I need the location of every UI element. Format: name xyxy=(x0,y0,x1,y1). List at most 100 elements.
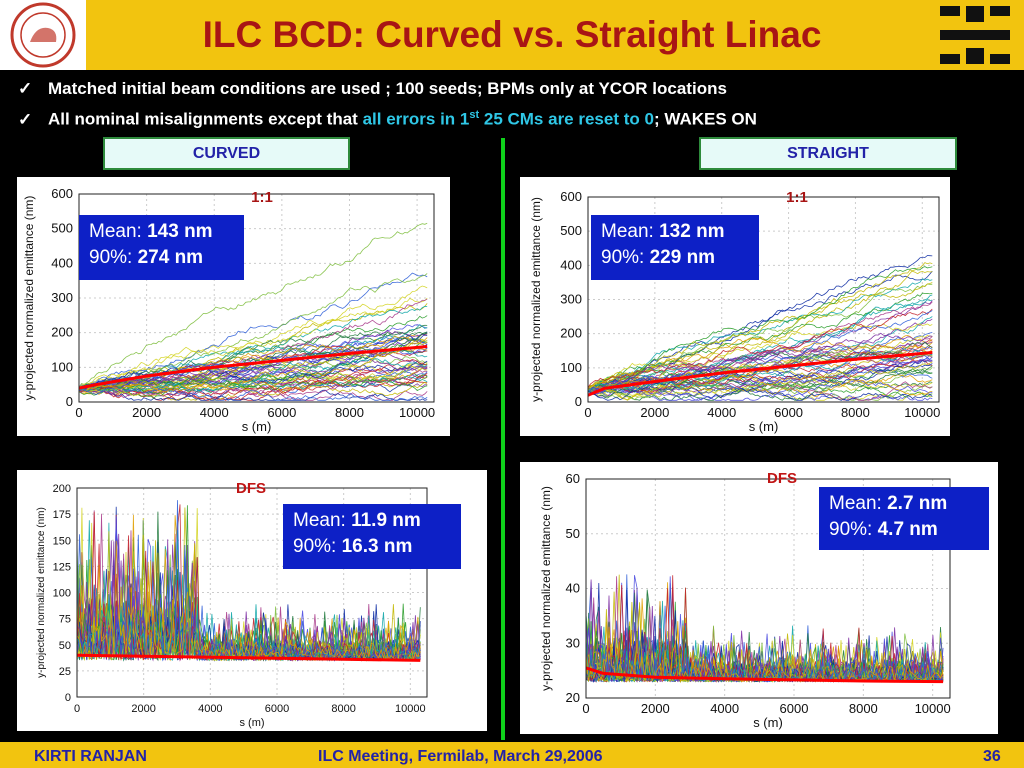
seed-trace xyxy=(78,376,428,395)
curved-header: CURVED xyxy=(103,137,350,170)
mean-emittance-line xyxy=(585,666,944,684)
y-tick-label: 400 xyxy=(560,257,582,272)
curved-dfs-stats: Mean: 11.9 nm 90%: 16.3 nm xyxy=(283,504,461,569)
panel-label: DFS xyxy=(767,470,797,487)
plot-frame xyxy=(585,478,951,699)
seed-trace xyxy=(587,379,933,400)
x-tick-label: 6000 xyxy=(774,405,803,420)
seed-trace xyxy=(78,335,428,391)
plot-frame xyxy=(587,196,940,403)
y-tick-label: 175 xyxy=(53,509,71,521)
footer-author: KIRTI RANJAN xyxy=(34,748,147,765)
y-tick-label: 75 xyxy=(59,614,71,626)
checkmark-icon: ✓ xyxy=(18,109,33,129)
curved-11-stats: Mean: 143 nm 90%: 274 nm xyxy=(79,215,244,280)
x-tick-label: 0 xyxy=(582,701,589,716)
divider-line xyxy=(501,138,505,740)
y-tick-label: 60 xyxy=(566,471,580,486)
panel-label: DFS xyxy=(236,480,266,497)
mean-emittance-line xyxy=(78,345,428,390)
y-tick-label: 600 xyxy=(51,186,73,201)
mean-emittance-line xyxy=(587,351,933,397)
seed-trace xyxy=(78,358,428,393)
x-axis-label: s (m) xyxy=(753,715,783,730)
x-tick-label: 8000 xyxy=(849,701,878,716)
seed-trace xyxy=(78,358,428,396)
seed-trace xyxy=(78,367,428,399)
y-axis-label: y-projected normalized emittance (nm) xyxy=(22,196,36,401)
seed-trace xyxy=(587,318,933,391)
y-tick-label: 300 xyxy=(560,292,582,307)
y-tick-label: 50 xyxy=(59,640,71,652)
seed-trace xyxy=(76,520,421,662)
x-axis-label: s (m) xyxy=(749,419,779,434)
seed-trace xyxy=(587,381,933,401)
seed-trace xyxy=(78,376,428,392)
seed-trace xyxy=(587,379,933,401)
seed-trace xyxy=(587,310,933,392)
seed-trace xyxy=(587,345,933,394)
y-tick-label: 300 xyxy=(51,290,73,305)
y-tick-label: 30 xyxy=(566,635,580,650)
x-tick-label: 2000 xyxy=(640,405,669,420)
y-axis-label: y-projected normalized emittance (nm) xyxy=(539,486,553,691)
plot-frame xyxy=(78,193,435,403)
fermilab-logo xyxy=(928,0,1024,70)
x-tick-label: 4000 xyxy=(707,405,736,420)
seed-trace xyxy=(587,308,933,388)
y-tick-label: 100 xyxy=(53,588,71,600)
seed-trace xyxy=(587,357,933,398)
y-axis-label: y-projected normalized emittance (nm) xyxy=(36,507,47,678)
x-tick-label: 4000 xyxy=(710,701,739,716)
seed-trace xyxy=(78,285,428,388)
x-tick-label: 10000 xyxy=(399,405,435,420)
y-tick-label: 500 xyxy=(51,221,73,236)
x-axis-label: s (m) xyxy=(239,717,264,729)
y-tick-label: 200 xyxy=(51,325,73,340)
footer-page: 36 xyxy=(983,748,1001,765)
x-tick-label: 10000 xyxy=(915,701,951,716)
seed-trace xyxy=(587,262,933,389)
y-tick-label: 150 xyxy=(53,535,71,547)
x-tick-label: 6000 xyxy=(265,703,289,715)
y-tick-label: 0 xyxy=(66,394,73,409)
y-tick-label: 125 xyxy=(53,561,71,573)
checkmark-icon: ✓ xyxy=(18,79,33,98)
x-tick-label: 8000 xyxy=(331,703,355,715)
y-tick-label: 100 xyxy=(51,359,73,374)
bullet-item: ✓ All nominal misalignments except that a… xyxy=(18,102,757,133)
y-tick-label: 25 xyxy=(59,666,71,678)
seed-trace xyxy=(588,278,933,389)
seed-trace xyxy=(78,347,428,393)
x-tick-label: 0 xyxy=(75,405,82,420)
straight-dfs-plot: 20 30 40 50 60 0 2000 4000 6000 8000 10000 s (m) y-p… xyxy=(539,470,951,730)
y-axis-label: y-projected normalized emittance (nm) xyxy=(529,197,543,402)
footer-bar: KIRTI RANJAN ILC Meeting, Fermilab, Marc… xyxy=(0,742,1024,768)
seed-trace xyxy=(587,361,933,401)
seed-trace xyxy=(587,299,933,393)
x-axis-label: s (m) xyxy=(242,419,272,434)
seed-trace xyxy=(587,334,933,390)
x-tick-label: 2000 xyxy=(131,703,155,715)
x-tick-label: 0 xyxy=(74,703,80,715)
x-tick-label: 8000 xyxy=(335,405,364,420)
x-tick-label: 2000 xyxy=(132,405,161,420)
y-tick-label: 500 xyxy=(560,223,582,238)
y-tick-label: 200 xyxy=(53,483,71,495)
y-tick-label: 100 xyxy=(560,360,582,375)
seed-trace xyxy=(76,540,421,662)
bullet-list: ✓ Matched initial beam conditions are use… xyxy=(18,76,757,133)
seed-trace xyxy=(78,335,428,393)
y-tick-label: 200 xyxy=(560,326,582,341)
panel-label: 1:1 xyxy=(786,189,808,206)
footer-event: ILC Meeting, Fermilab, March 29,2006 xyxy=(318,748,603,765)
title-bar xyxy=(0,0,1024,70)
university-logo xyxy=(0,0,86,70)
y-tick-label: 400 xyxy=(51,255,73,270)
slide-title: ILC BCD: Curved vs. Straight Linac xyxy=(202,14,822,55)
panel-label: 1:1 xyxy=(251,189,273,206)
bullet-item: ✓ Matched initial beam conditions are use… xyxy=(18,76,757,102)
seed-trace xyxy=(78,222,428,388)
